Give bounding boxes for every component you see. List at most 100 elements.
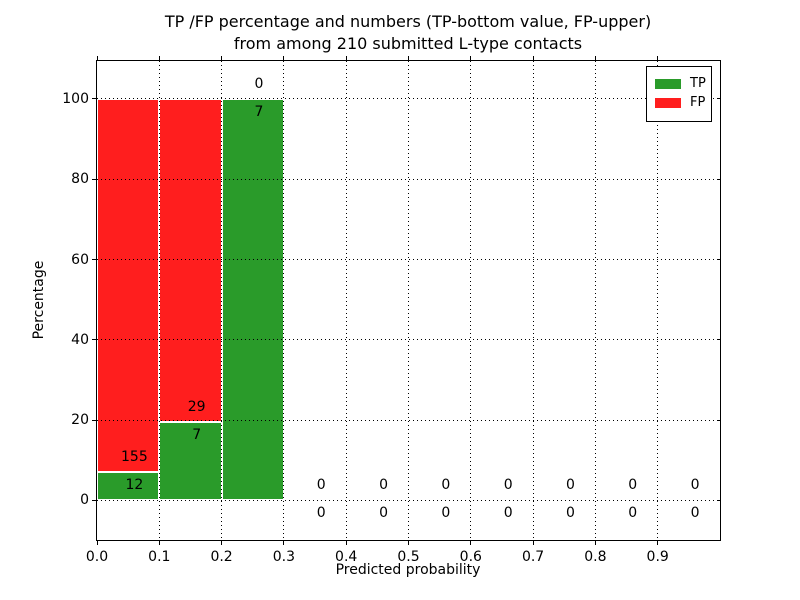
fp-count-label: 0 [566,477,575,494]
chart-title: TP /FP percentage and numbers (TP-bottom… [8,11,800,55]
x-axis-label: Predicted probability [335,562,481,578]
y-tick-label: 0 [80,492,89,509]
x-tick-label: 0.9 [646,549,669,565]
fp-legend-label: FP [690,95,706,110]
grid-line-vertical [345,61,347,540]
x-tick-mark-bottom [470,541,472,545]
grid-line-vertical [221,61,223,540]
grid-line-horizontal [97,98,720,100]
x-tick-mark-bottom [594,541,596,545]
y-tick-mark-left [92,259,96,261]
y-tick-mark-left [92,419,96,421]
legend-item-tp: TP [655,76,706,92]
x-tick-mark-top [408,56,409,60]
x-tick-mark-bottom [158,541,160,545]
fp-count-label: 0 [441,477,451,494]
fp-count-label: 0 [254,75,264,92]
y-tick-mark-right [717,339,721,341]
tp-legend-swatch [655,79,681,89]
plot-area: TP FP 155 12 29 7 0 7 0 0 0 0 0 0 0 0 0 0 0 0 0 0 0.0 0.1 0.2 0… [62,56,721,565]
bar-segment-tp [159,422,222,501]
x-tick-mark-bottom [345,541,347,545]
x-tick-mark-top [283,56,285,60]
grid-line-vertical [408,61,409,540]
y-tick-label: 80 [71,171,89,188]
x-tick-mark-top [158,56,160,60]
fp-count-label: 0 [316,477,326,494]
x-tick-label: 0.6 [459,549,482,565]
y-tick-mark-left [92,98,96,100]
x-tick-mark-top [532,56,534,60]
fp-count-label: 0 [379,477,389,494]
x-tick-label: 0.8 [584,549,607,565]
y-tick-mark-left [92,178,96,180]
tp-count-label: 7 [254,103,264,120]
tp-count-label: 0 [628,505,638,522]
grid-line-horizontal [97,419,720,421]
x-tick-mark-top [221,56,223,60]
tp-count-label: 7 [192,427,202,444]
fp-count-label: 155 [121,448,148,465]
grid-line-vertical [470,61,472,540]
grid-line-horizontal [97,339,720,341]
x-tick-label: 0.5 [397,549,420,565]
tp-legend-label: TP [690,76,706,91]
bar-segment-tp [221,98,284,501]
x-tick-mark-top [657,56,659,60]
tp-count-label: 0 [316,505,326,522]
grid-line-horizontal [97,178,720,180]
x-tick-mark-bottom [221,541,223,545]
y-tick-mark-right [717,98,721,100]
grid-line-vertical [657,61,659,540]
fp-legend-swatch [655,98,681,108]
chart-title-line1: TP /FP percentage and numbers (TP-bottom… [164,12,652,31]
x-tick-label: 0.3 [272,549,296,565]
y-axis-label: Percentage [31,260,47,340]
y-tick-mark-right [717,419,721,421]
x-tick-mark-bottom [283,541,285,545]
x-tick-mark-bottom [96,541,98,545]
y-tick-mark-left [92,339,96,341]
grid-line-vertical [532,61,534,540]
grid-line-horizontal [97,259,720,261]
x-tick-label: 0.1 [148,549,171,565]
fp-count-label: 0 [628,477,638,494]
x-tick-mark-top [594,56,596,60]
x-tick-mark-bottom [657,541,659,545]
legend: TP FP [646,66,712,122]
fp-count-label: 0 [503,477,513,494]
y-tick-mark-right [717,259,721,261]
chart-title-line2: from among 210 submitted L-type contacts [233,34,583,53]
x-tick-label: 0.7 [521,549,545,565]
bar-segment-fp [97,98,160,472]
y-tick-label: 100 [62,90,89,107]
tp-count-label: 12 [125,476,144,493]
grid-line-vertical [283,61,285,540]
bar-segment-fp [159,98,222,423]
grid-line-horizontal [97,499,720,501]
bar-segment-tp [97,471,160,501]
y-tick-mark-right [717,178,721,180]
tp-count-label: 0 [566,505,575,522]
fp-count-label: 29 [187,399,206,416]
tp-count-label: 0 [379,505,389,522]
y-tick-label: 40 [71,331,89,348]
grid-line-vertical [158,61,160,540]
x-tick-label: 0.4 [335,549,358,565]
grid-line-vertical [594,61,596,540]
x-tick-mark-top [470,56,472,60]
tp-count-label: 0 [441,505,451,522]
y-tick-label: 60 [71,251,89,268]
x-tick-mark-top [345,56,347,60]
fp-count-label: 0 [690,477,700,494]
x-tick-mark-bottom [408,541,409,545]
y-tick-mark-left [92,499,96,501]
legend-item-fp: FP [655,95,706,111]
y-tick-mark-right [717,499,721,501]
x-tick-mark-top [96,56,98,60]
tp-count-label: 0 [690,505,700,522]
x-tick-label: 0.2 [210,549,233,565]
tp-count-label: 0 [503,505,513,522]
x-tick-mark-bottom [532,541,534,545]
